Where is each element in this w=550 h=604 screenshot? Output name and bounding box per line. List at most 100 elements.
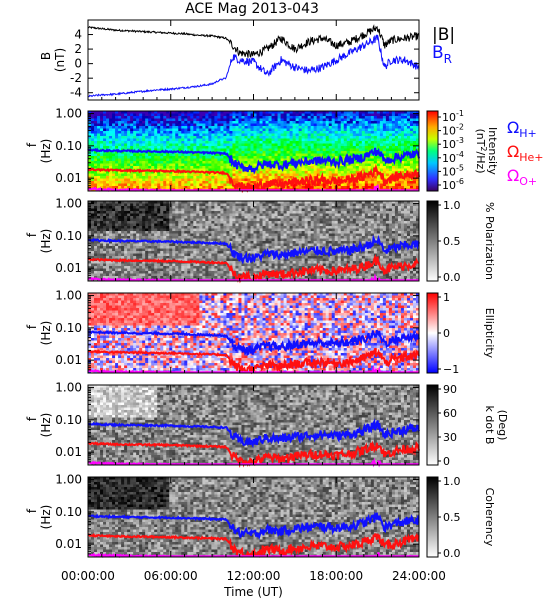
colorbar-tick-label: 90 — [443, 383, 457, 396]
colorbar-tick-label: 1.0 — [443, 199, 461, 212]
freq-yunit: (Hz) — [39, 413, 53, 438]
freq-ytick-label: 0.10 — [55, 413, 82, 427]
colorbar-tick-base: 10 — [442, 179, 456, 192]
colorbar-tick-exp: -4 — [456, 150, 464, 159]
colorbar-label: % Polarization — [483, 202, 496, 280]
colorbar-unit: (Deg) — [496, 410, 509, 441]
colorbar-label: Coherency — [483, 488, 496, 547]
b-field-ytick-label: 2 — [74, 42, 82, 56]
b-field-ytick-label: -4 — [70, 86, 82, 100]
freq-ytick-label: 0.01 — [55, 171, 82, 185]
kdotb-panel: f(Hz) 1.00 0.10 0.01 90 60 30 0 k dot B(Deg) — [25, 381, 509, 468]
x-tick-label: 24:00:00 — [392, 569, 446, 583]
freq-yunit: (Hz) — [39, 139, 53, 164]
gyro-legend-0: ΩH+ — [507, 118, 537, 140]
freq-ytick-label: 0.10 — [55, 139, 82, 153]
legend-btotal: |B| — [432, 25, 455, 45]
x-tick-label: 12:00:00 — [227, 569, 281, 583]
freq-ytick-label: 1.00 — [55, 107, 82, 121]
colorbar — [427, 293, 438, 373]
colorbar-tick-exp: -5 — [456, 163, 464, 172]
colorbar-tick-label: 0 — [443, 327, 450, 340]
colorbar-tick-exp: -6 — [456, 177, 464, 186]
freq-ytick-label: 1.00 — [55, 473, 82, 487]
colorbar-label: k dot B — [483, 406, 496, 445]
freq-ylabel: f — [25, 142, 39, 147]
colorbar — [427, 201, 438, 281]
freq-ytick-label: 0.10 — [55, 505, 82, 519]
figure-title: ACE Mag 2013-043 — [185, 1, 319, 17]
gyro-legend-sub: He+ — [519, 151, 543, 164]
colorbar-tick-exp: -3 — [456, 136, 464, 145]
colorbar-tick-label: 0.0 — [443, 547, 461, 560]
b-field-yunit: (nT) — [53, 48, 67, 72]
freq-ylabel: f — [25, 416, 39, 421]
b-field-panel: B(nT)420-2-4|B|BR — [39, 20, 455, 100]
colorbar-tick-base: 10 — [442, 165, 456, 178]
legend-br-base: B — [432, 43, 444, 63]
x-axis: 00:00:00 06:00:00 12:00:00 18:00:00 24:00:00… — [61, 569, 446, 599]
colorbar-tick-base: 10 — [442, 125, 456, 138]
colorbar — [427, 477, 438, 557]
coherency-panel: f(Hz) 1.00 0.10 0.01 1.0 0.5 0.0 Coherency — [25, 473, 496, 560]
colorbar-unit: (nT2/Hz) — [474, 128, 488, 173]
freq-ylabel: f — [25, 508, 39, 513]
freq-ytick-label: 0.01 — [55, 261, 82, 275]
b-field-ytick-label: 4 — [74, 28, 82, 42]
freq-yunit: (Hz) — [39, 505, 53, 530]
x-axis-label: Time (UT) — [223, 585, 283, 599]
gyro-legend-symbol: Ω — [507, 166, 519, 185]
colorbar-unit-prefix: (nT — [474, 128, 487, 146]
freq-ytick-label: 0.01 — [55, 353, 82, 367]
gyro-legend-1: ΩHe+ — [507, 142, 544, 164]
colorbar-tick-label: 0.0 — [443, 271, 461, 284]
colorbar-tick-label: 1.0 — [443, 475, 461, 488]
colorbar-tick-label: 60 — [443, 407, 457, 420]
legend-br: BR — [432, 43, 452, 66]
b-field-ytick-label: -2 — [70, 71, 82, 85]
freq-ytick-label: 1.00 — [55, 197, 82, 211]
legend-br-sub: R — [444, 52, 452, 66]
colorbar-tick-exp: -2 — [456, 123, 464, 132]
colorbar-tick-label: 0 — [443, 455, 450, 468]
freq-ytick-label: 0.10 — [55, 229, 82, 243]
gyro-legend-sub: H+ — [519, 127, 537, 140]
x-tick-label: 06:00:00 — [144, 569, 198, 583]
colorbar-tick-label: 1 — [443, 291, 450, 304]
colorbar-tick-base: 10 — [442, 152, 456, 165]
colorbar-tick-label: 0.5 — [443, 235, 461, 248]
x-tick-label: 18:00:00 — [309, 569, 363, 583]
gyro-legend-sub: O+ — [519, 175, 537, 188]
freq-ylabel: f — [25, 324, 39, 329]
freq-ylabel: f — [25, 232, 39, 237]
freq-ytick-label: 1.00 — [55, 289, 82, 303]
gyro-legend-symbol: Ω — [507, 142, 519, 161]
freq-ytick-label: 0.01 — [55, 445, 82, 459]
colorbar-tick-base: 10 — [442, 111, 456, 124]
freq-yunit: (Hz) — [39, 321, 53, 346]
colorbar-tick-base: 10 — [442, 138, 456, 151]
colorbar-tick-label: 0.5 — [443, 511, 461, 524]
colorbar-label: Ellipticity — [483, 308, 496, 359]
colorbar-unit-suffix: /Hz) — [474, 152, 487, 174]
x-tick-label: 00:00:00 — [61, 569, 115, 583]
b-field-ytick-label: 0 — [74, 57, 82, 71]
colorbar — [427, 385, 438, 465]
colorbar-tick-label: 10-6 — [442, 177, 464, 192]
freq-ytick-label: 1.00 — [55, 381, 82, 395]
intensity-panel: f(Hz)1.000.100.0110-110-210-310-410-510-… — [25, 107, 544, 192]
colorbar-tick-label: 30 — [443, 431, 457, 444]
freq-ytick-label: 0.01 — [55, 537, 82, 551]
freq-yunit: (Hz) — [39, 229, 53, 254]
b-field-ylabel: B — [39, 52, 53, 60]
gyro-legend-2: ΩO+ — [507, 166, 537, 188]
colorbar-tick-exp: -1 — [456, 109, 464, 118]
gyro-legend-symbol: Ω — [507, 118, 519, 137]
ellipticity-panel: f(Hz) 1.00 0.10 0.01 1 0 −1 Ellipticity — [25, 289, 496, 376]
polarization-panel: f(Hz) 1.00 0.10 0.01 1.0 0.5 0.0 % Polarization — [25, 197, 496, 284]
colorbar — [427, 111, 438, 191]
freq-ytick-label: 0.10 — [55, 321, 82, 335]
colorbar-tick-label: −1 — [443, 363, 459, 376]
